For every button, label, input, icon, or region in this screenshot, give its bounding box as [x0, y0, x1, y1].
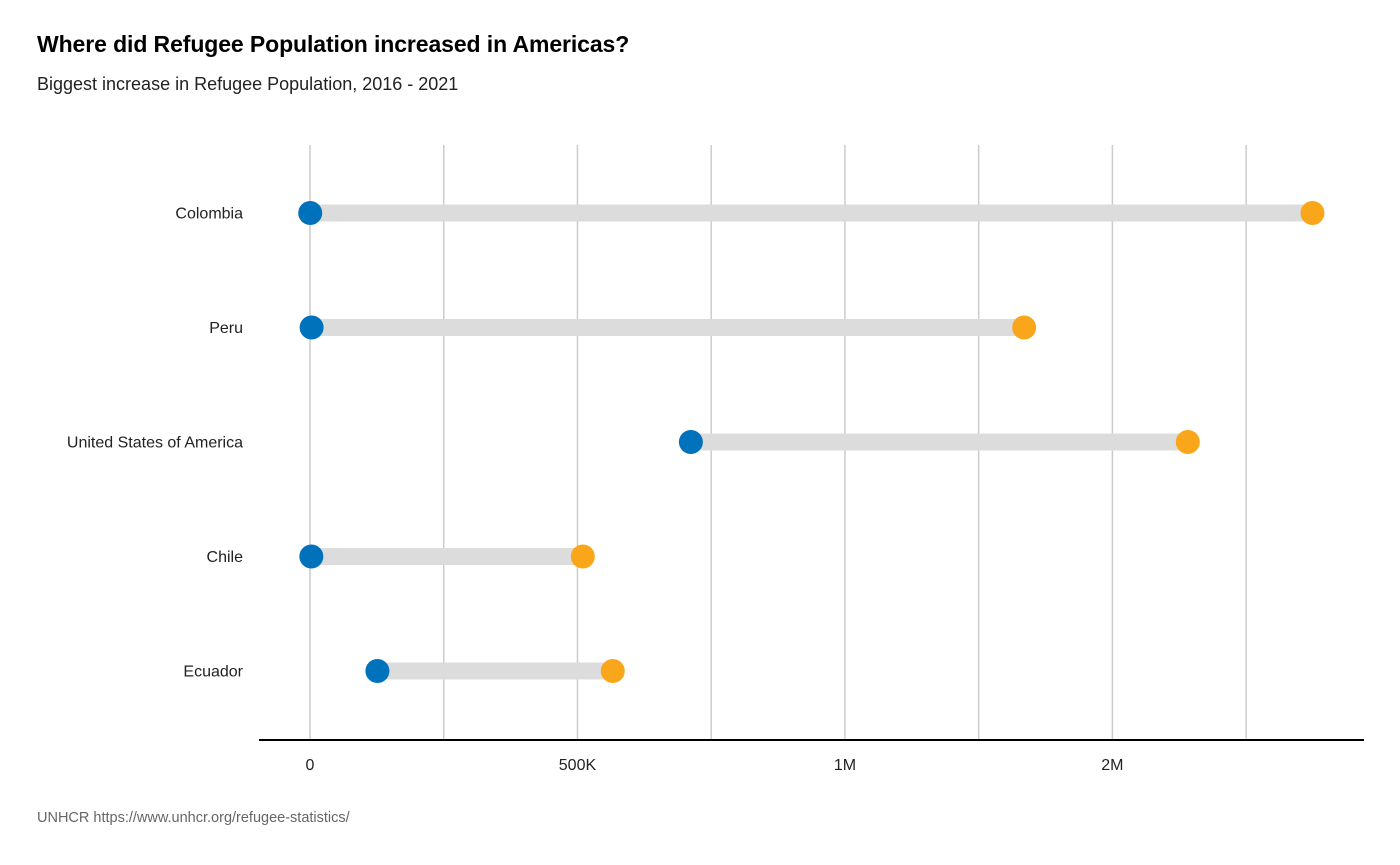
x-tick-label: 500K [559, 757, 597, 774]
category-label: United States of America [67, 435, 243, 452]
range-bar [377, 662, 613, 680]
range-bar [310, 204, 1313, 222]
start-point[interactable] [678, 430, 703, 454]
start-point[interactable] [365, 659, 390, 683]
end-point[interactable] [1175, 430, 1200, 454]
start-point[interactable] [299, 544, 324, 569]
end-point[interactable] [570, 544, 595, 569]
x-tick-label: 2M [1101, 757, 1123, 774]
range-bars [310, 204, 1313, 680]
category-label: Peru [209, 320, 243, 337]
x-axis: 0 500K 1M 2M [259, 739, 1364, 774]
end-point[interactable] [1012, 315, 1037, 340]
category-label: Ecuador [183, 664, 243, 681]
chart-title: Where did Refugee Population increased i… [37, 31, 630, 57]
range-bar [311, 319, 1025, 336]
x-tick-label: 1M [834, 757, 856, 774]
data-points [298, 201, 1325, 683]
x-tick-label: 0 [306, 757, 315, 774]
category-label: Chile [207, 549, 244, 566]
category-label: Colombia [175, 206, 243, 223]
start-point[interactable] [298, 201, 323, 225]
start-point[interactable] [299, 315, 324, 340]
end-point[interactable] [600, 659, 625, 683]
range-bar [690, 433, 1188, 451]
category-labels: Colombia Peru United States of America Chil… [67, 206, 244, 681]
source-note: UNHCR https://www.unhcr.org/refugee-stat… [37, 810, 350, 826]
end-point[interactable] [1300, 201, 1325, 225]
range-bar [311, 548, 583, 565]
chart-subtitle: Biggest increase in Refugee Population, … [37, 74, 459, 94]
